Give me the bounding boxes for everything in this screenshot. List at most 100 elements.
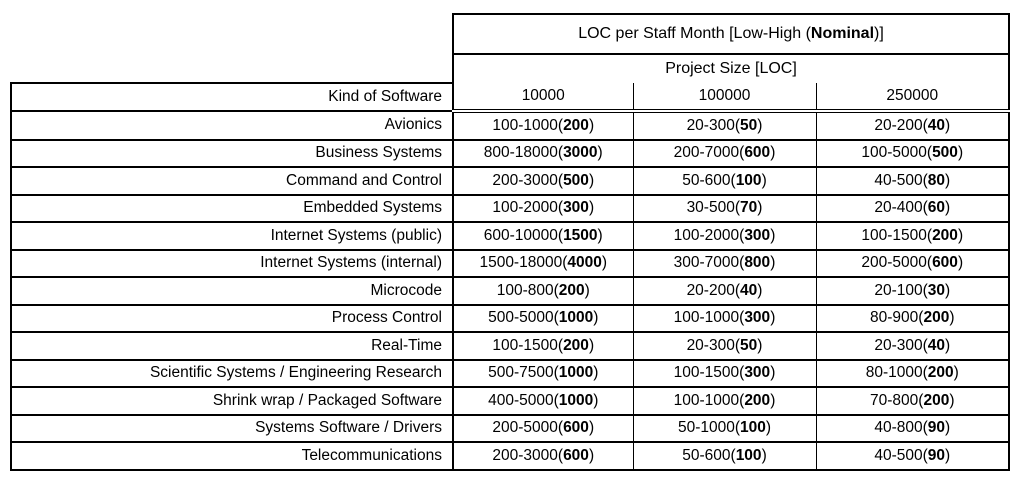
loc-nominal-value: 300 [744,364,771,382]
loc-nominal-value: 90 [927,419,946,437]
loc-range-cell: 40-800(90) [815,414,1011,443]
loc-nominal-value: 600 [563,446,589,464]
loc-nominal-value: 200 [923,309,950,327]
loc-range-close: ) [770,364,776,382]
table-row: Command and Control 200-3000(500) 50-600(1… [10,167,1011,196]
kind-of-software-cell: Microcode [10,277,454,306]
blank-top-left [11,54,453,83]
loc-range-close: ) [584,281,590,299]
loc-range-close: ) [757,336,763,354]
kind-of-software-header: Kind of Software [10,82,454,112]
loc-range-cell: 200-3000(500) [452,167,633,196]
loc-per-staff-month-table: LOC per Staff Month [Low-High (Nominal)]… [10,13,1011,471]
loc-range-low-high: 80-900( [870,309,924,327]
loc-range-low-high: 100-2000( [673,226,745,244]
table-row: Shrink wrap / Packaged Software 400-5000(… [10,387,1011,416]
loc-range-cell: 200-7000(600) [632,139,816,168]
loc-range-low-high: 20-200( [686,281,740,299]
loc-nominal-value: 1500 [563,226,598,244]
loc-range-cell: 50-1000(100) [632,414,816,443]
loc-range-close: ) [588,116,595,134]
table-title-prefix: LOC per Staff Month [Low-High ( [578,25,811,42]
loc-range-close: ) [588,336,595,354]
loc-nominal-value: 300 [744,309,771,327]
loc-range-close: ) [957,226,964,244]
loc-range-close: ) [945,171,951,189]
loc-range-cell: 500-5000(1000) [452,304,633,333]
loc-range-low-high: 400-5000( [488,391,559,409]
table-row: Systems Software / Drivers 200-5000(600) 5… [10,414,1011,443]
loc-range-cell: 50-600(100) [632,167,816,196]
loc-range-low-high: 200-3000( [492,171,564,189]
loc-range-close: ) [588,199,595,217]
loc-nominal-value: 50 [740,336,758,354]
loc-nominal-value: 1000 [558,364,594,382]
loc-range-cell: 20-200(40) [815,111,1011,141]
loc-range-low-high: 20-300( [874,336,928,354]
loc-range-low-high: 200-3000( [492,446,564,464]
loc-range-low-high: 300-7000( [673,254,745,272]
loc-range-close: ) [770,254,776,272]
loc-range-close: ) [945,281,951,299]
loc-range-cell: 80-1000(200) [815,359,1011,388]
loc-nominal-value: 40 [927,336,946,354]
table-title-nominal: Nominal [810,25,875,42]
loc-nominal-value: 500 [932,144,958,162]
loc-range-low-high: 40-800( [874,419,928,437]
loc-range-close: ) [588,419,595,437]
size-column-header-10000: 10000 [452,83,633,113]
loc-range-close: ) [588,171,595,189]
table-row: Process Control 500-5000(1000) 100-1000(30… [10,304,1011,333]
loc-range-low-high: 20-400( [874,199,928,217]
size-column-header-250000: 250000 [815,83,1011,113]
kind-of-software-cell: Systems Software / Drivers [10,414,454,443]
kind-of-software-cell: Internet Systems (internal) [10,249,454,278]
loc-range-cell: 200-3000(600) [452,442,633,471]
header-row-columns: Kind of Software 10000 100000 250000 [10,82,1011,113]
loc-range-cell: 800-18000(3000) [452,139,633,168]
loc-range-low-high: 50-600( [682,446,736,464]
loc-range-close: ) [757,116,763,134]
loc-nominal-value: 200 [744,391,771,409]
kind-of-software-cell: Real-Time [10,332,454,361]
loc-range-low-high: 100-1500( [492,336,564,354]
loc-range-close: ) [588,446,595,464]
loc-range-close: ) [945,446,951,464]
loc-range-close: ) [770,226,776,244]
loc-range-cell: 400-5000(1000) [452,387,633,416]
loc-range-low-high: 500-7500( [488,364,559,382]
table-row: Real-Time 100-1500(200) 20-300(50) 20-300(4… [10,332,1011,361]
loc-range-low-high: 800-18000( [483,144,564,162]
loc-nominal-value: 1000 [558,309,594,327]
loc-range-close: ) [593,391,599,409]
loc-range-cell: 20-300(50) [632,111,816,141]
kind-of-software-cell: Avionics [10,111,454,141]
loc-range-cell: 20-100(30) [815,277,1011,306]
loc-nominal-value: 90 [927,446,946,464]
loc-range-low-high: 20-100( [874,281,928,299]
loc-range-close: ) [945,336,951,354]
loc-nominal-value: 100 [735,446,762,464]
loc-nominal-value: 300 [563,199,589,217]
table-row: Internet Systems (internal) 1500-18000(40… [10,249,1011,278]
loc-range-close: ) [761,446,767,464]
loc-nominal-value: 50 [740,116,758,134]
loc-range-cell: 100-1500(200) [452,332,633,361]
header-row-title: LOC per Staff Month [Low-High (Nominal)] [11,13,1011,55]
loc-range-cell: 100-1500(300) [632,359,816,388]
loc-range-cell: 40-500(80) [815,167,1011,196]
loc-range-low-high: 200-7000( [673,144,745,162]
table-row: Embedded Systems 100-2000(300) 30-500(70) 2… [10,194,1011,223]
loc-range-low-high: 20-200( [874,116,928,134]
loc-range-close: ) [601,254,608,272]
loc-nominal-value: 1000 [558,391,594,409]
loc-range-close: ) [597,144,603,162]
loc-range-low-high: 20-300( [686,336,740,354]
loc-nominal-value: 4000 [567,254,602,272]
loc-range-cell: 20-400(60) [815,194,1011,223]
loc-range-cell: 100-1000(300) [632,304,816,333]
loc-range-low-high: 200-5000( [492,419,564,437]
loc-nominal-value: 100 [740,419,766,437]
kind-of-software-cell: Business Systems [10,139,454,168]
